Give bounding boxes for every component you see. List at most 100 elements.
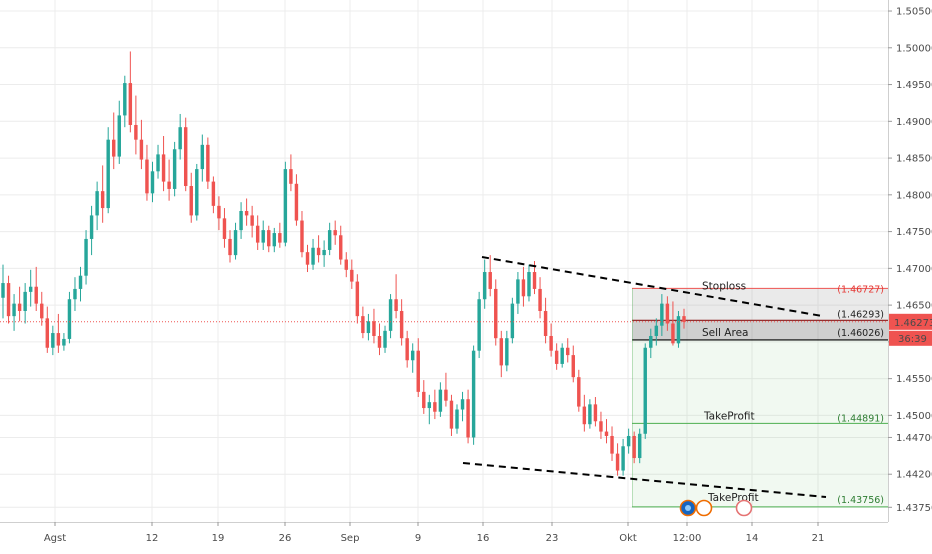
x-tick-label: 12	[146, 533, 159, 544]
candle-body	[305, 252, 310, 265]
x-tick-label: 16	[477, 533, 490, 544]
candle-body	[671, 323, 675, 344]
y-tick-label: 1.48000	[896, 190, 932, 201]
sell-area-zone	[632, 320, 888, 340]
candle-body	[582, 406, 587, 425]
candle-body	[355, 281, 360, 317]
x-tick-label: 19	[212, 533, 225, 544]
zone-labels: Stoploss Sell Area TakeProfit TakeProfit (1.…	[702, 280, 884, 505]
candle-body	[566, 347, 570, 356]
candle-body	[6, 283, 11, 317]
event-icons[interactable]	[679, 499, 753, 517]
candle-body	[167, 181, 171, 189]
candle-body	[482, 272, 487, 300]
candle-body	[571, 355, 575, 378]
candle-body	[56, 333, 61, 346]
candle-body	[593, 404, 598, 422]
candle-body	[195, 169, 199, 216]
candle-body	[145, 159, 149, 194]
y-tick-label: 1.47500	[896, 227, 932, 238]
candle-body	[538, 288, 542, 311]
candle-body	[233, 230, 238, 256]
candle-body	[272, 233, 277, 247]
candle-body	[123, 83, 127, 116]
candle-body	[255, 225, 260, 243]
candle-body	[649, 335, 653, 348]
position-zones	[632, 287, 888, 508]
x-tick-label: 21	[812, 533, 825, 544]
candle-body	[682, 316, 686, 323]
candle-body	[228, 238, 232, 256]
candle-body	[316, 247, 321, 256]
candle-body	[372, 321, 376, 336]
candle-body	[350, 269, 354, 282]
candle-body	[610, 435, 614, 454]
price-axis[interactable]: 1.50500 1.50000 1.49500 1.49000 1.48500 1.480…	[888, 0, 932, 550]
candle-body	[554, 350, 559, 364]
candle-body	[394, 299, 398, 311]
candle-body	[521, 279, 526, 297]
grid	[0, 0, 888, 522]
candle-body	[410, 350, 415, 361]
y-tick-label: 1.43750	[896, 503, 932, 514]
y-tick-label: 1.44700	[896, 433, 932, 444]
candle-body	[637, 433, 642, 459]
takeprofit-2-label: TakeProfit	[707, 492, 759, 504]
candle-body	[106, 139, 110, 209]
last-price-badge	[889, 313, 932, 330]
candle-body	[112, 139, 116, 157]
last-price-value: 1.46273	[894, 318, 932, 329]
upper-trendline	[481, 256, 823, 317]
candle-body	[626, 435, 631, 447]
candle-body	[78, 275, 83, 289]
candle-body	[604, 431, 609, 436]
candle-body	[333, 230, 337, 236]
price-axis-background	[888, 0, 932, 550]
candle-body	[477, 299, 481, 351]
x-tick-label: 23	[546, 533, 559, 544]
candle-body	[460, 399, 465, 410]
candle-body	[471, 350, 476, 438]
candle-body	[45, 318, 50, 348]
candle-body	[222, 218, 227, 239]
candle-body	[100, 191, 105, 209]
candle-body	[95, 191, 99, 216]
time-axis[interactable]: Agst 12 19 26 Sep 9 16 23 Okt 12:00 14 21	[0, 522, 888, 544]
takeprofit-2-price: (1.43756)	[837, 495, 884, 506]
candle-body	[289, 169, 293, 184]
candle-body	[250, 215, 254, 226]
economic-event-icon[interactable]	[735, 499, 753, 517]
candle-body	[211, 181, 216, 206]
y-tick-label: 1.45000	[896, 411, 932, 422]
stoploss-label: Stoploss	[702, 280, 746, 292]
candle-body	[278, 233, 282, 243]
y-tick-label: 1.49000	[896, 117, 932, 128]
candle-body	[28, 286, 33, 292]
candle-body	[494, 288, 498, 339]
candle-body	[366, 321, 371, 334]
candle-body	[438, 389, 443, 412]
entry-price: (1.46293)	[837, 309, 884, 320]
candle-body	[62, 338, 66, 346]
candle-body	[217, 205, 221, 219]
candle-body	[300, 220, 304, 253]
candle-body	[178, 127, 182, 150]
sell-area-label: Sell Area	[702, 327, 748, 339]
candle-body	[599, 421, 603, 432]
candle-body	[17, 303, 22, 311]
y-tick-label: 1.47000	[896, 264, 932, 275]
candle-body	[577, 377, 581, 407]
y-tick-label: 1.50000	[896, 43, 932, 54]
candle-body	[244, 211, 249, 216]
candle-body	[327, 230, 332, 250]
economic-event-icon[interactable]	[695, 499, 713, 517]
candle-body	[632, 435, 636, 459]
candle-body	[505, 338, 509, 366]
y-tick-label: 1.49500	[896, 80, 932, 91]
y-tick-label: 1.45500	[896, 374, 932, 385]
candle-body	[543, 310, 548, 336]
candle-body	[527, 272, 531, 297]
